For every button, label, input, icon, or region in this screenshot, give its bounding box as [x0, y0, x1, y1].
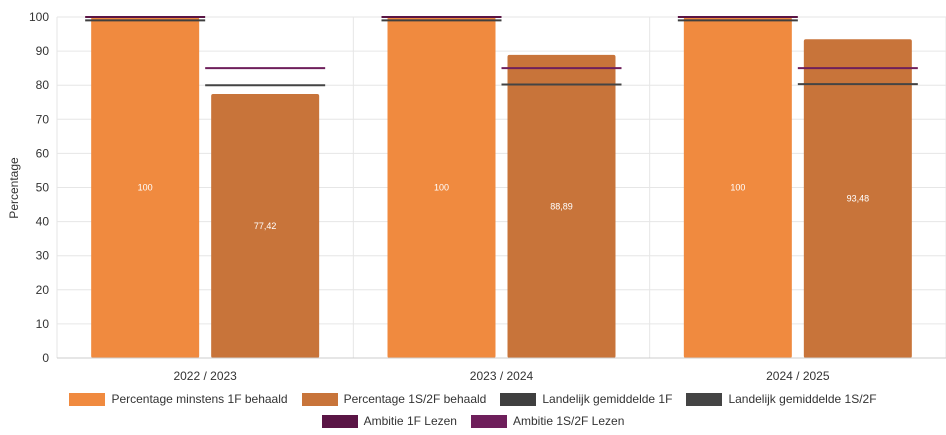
x-tick-label: 2023 / 2024	[470, 369, 534, 383]
data-label: 77,42	[254, 221, 277, 231]
y-tick-label: 30	[36, 249, 50, 263]
legend-label: Ambitie 1F Lezen	[363, 414, 457, 428]
data-labels: 100 77,42 100 88,89 100 93,48	[138, 183, 869, 231]
y-tick-label: 100	[29, 10, 49, 24]
legend-label: Percentage minstens 1F behaald	[111, 392, 288, 406]
y-tick-label: 50	[36, 181, 50, 195]
bar	[211, 93, 320, 358]
bar	[387, 17, 496, 358]
legend-item[interactable]: Percentage minstens 1F behaald	[69, 392, 288, 406]
data-label: 93,48	[847, 194, 870, 204]
legend-item[interactable]: Percentage 1S/2F behaald	[301, 392, 487, 406]
bars	[91, 17, 912, 358]
y-tick-label: 70	[36, 112, 50, 126]
legend: Percentage minstens 1F behaald Percentage…	[0, 388, 946, 432]
y-tick-label: 0	[42, 351, 49, 365]
y-tick-label: 60	[36, 146, 50, 160]
data-label: 100	[730, 183, 745, 193]
legend-label: Ambitie 1S/2F Lezen	[512, 414, 625, 428]
legend-swatch	[69, 392, 106, 406]
y-tick-label: 80	[36, 78, 50, 92]
data-label: 100	[434, 183, 449, 193]
y-axis-title: Percentage	[7, 157, 21, 219]
legend-label: Landelijk gemiddelde 1F	[542, 392, 673, 406]
legend-item[interactable]: Landelijk gemiddelde 1S/2F	[686, 392, 877, 406]
data-label: 100	[138, 183, 153, 193]
legend-item[interactable]: Landelijk gemiddelde 1F	[500, 392, 672, 406]
reference-lines	[85, 16, 918, 87]
data-label: 88,89	[550, 201, 573, 211]
legend-swatch	[686, 392, 723, 406]
legend-swatch	[321, 414, 358, 428]
legend-label: Percentage 1S/2F behaald	[343, 392, 487, 406]
legend-item[interactable]: Ambitie 1F Lezen	[321, 414, 457, 428]
legend-row: Ambitie 1F Lezen Ambitie 1S/2F Lezen	[0, 410, 946, 432]
bar	[507, 54, 616, 358]
bar	[803, 39, 912, 358]
bar	[91, 17, 200, 358]
legend-swatch	[301, 392, 338, 406]
legend-label: Landelijk gemiddelde 1S/2F	[728, 392, 877, 406]
y-tick-label: 20	[36, 283, 50, 297]
x-tick-label: 2022 / 2023	[173, 369, 237, 383]
legend-swatch	[470, 414, 507, 428]
legend-swatch	[500, 392, 537, 406]
x-tick-label: 2024 / 2025	[766, 369, 830, 383]
y-tick-label: 90	[36, 44, 50, 58]
legend-row: Percentage minstens 1F behaald Percentage…	[0, 388, 946, 410]
y-tick-label: 40	[36, 215, 50, 229]
axes: 0 10 20 30 40 50 60 70 80 90 100 2022 / 2023 2023 / …	[29, 10, 946, 383]
y-tick-label: 10	[36, 317, 50, 331]
bar	[683, 17, 792, 358]
legend-item[interactable]: Ambitie 1S/2F Lezen	[470, 414, 625, 428]
